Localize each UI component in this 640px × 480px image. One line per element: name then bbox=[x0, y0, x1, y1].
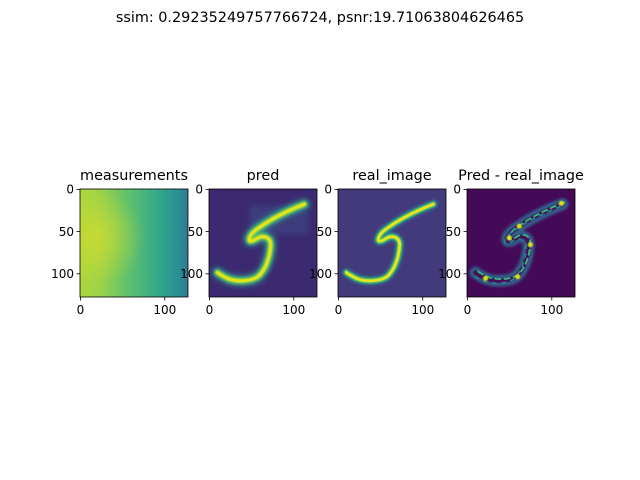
x-tick-label: 100 bbox=[153, 303, 176, 317]
x-tick-label: 100 bbox=[282, 303, 305, 317]
axes-frame bbox=[337, 188, 447, 298]
y-tick-label: 50 bbox=[317, 225, 332, 239]
x-tick-label: 100 bbox=[540, 303, 563, 317]
x-tick-label: 0 bbox=[77, 303, 85, 317]
y-tick-label: 100 bbox=[309, 267, 332, 281]
suptitle: ssim: 0.29235249757766724, psnr:19.71063… bbox=[116, 10, 524, 26]
heatmap-image bbox=[467, 189, 575, 297]
subplot-title: Pred - real_image bbox=[458, 168, 584, 184]
y-tick-label: 100 bbox=[438, 267, 461, 281]
axes-frame bbox=[79, 188, 189, 298]
y-tick-label: 0 bbox=[453, 183, 461, 197]
y-tick-label: 100 bbox=[51, 267, 74, 281]
subplot-2: pred 0 100 0 50 100 bbox=[180, 168, 318, 317]
x-tick-label: 0 bbox=[206, 303, 214, 317]
subplot-title: real_image bbox=[352, 168, 431, 184]
y-tick-label: 50 bbox=[188, 225, 203, 239]
y-tick-label: 100 bbox=[180, 267, 203, 281]
x-tick-label: 0 bbox=[335, 303, 343, 317]
x-tick-label: 100 bbox=[411, 303, 434, 317]
subplot-3: real_image 0 100 0 50 100 bbox=[309, 168, 447, 317]
heatmap-image bbox=[209, 189, 317, 297]
x-tick-label: 0 bbox=[464, 303, 472, 317]
y-tick-label: 50 bbox=[446, 225, 461, 239]
heatmap-image bbox=[80, 189, 188, 297]
subplot-title: measurements bbox=[80, 168, 188, 184]
y-tick-label: 0 bbox=[324, 183, 332, 197]
y-tick-label: 0 bbox=[66, 183, 74, 197]
subplot-title: pred bbox=[247, 168, 280, 184]
subplot-1: measurements 0 100 0 50 100 bbox=[51, 168, 189, 317]
axes-frame bbox=[466, 188, 576, 298]
heatmap-image bbox=[338, 189, 446, 297]
y-tick-label: 50 bbox=[59, 225, 74, 239]
axes-frame bbox=[208, 188, 318, 298]
y-tick-label: 0 bbox=[195, 183, 203, 197]
